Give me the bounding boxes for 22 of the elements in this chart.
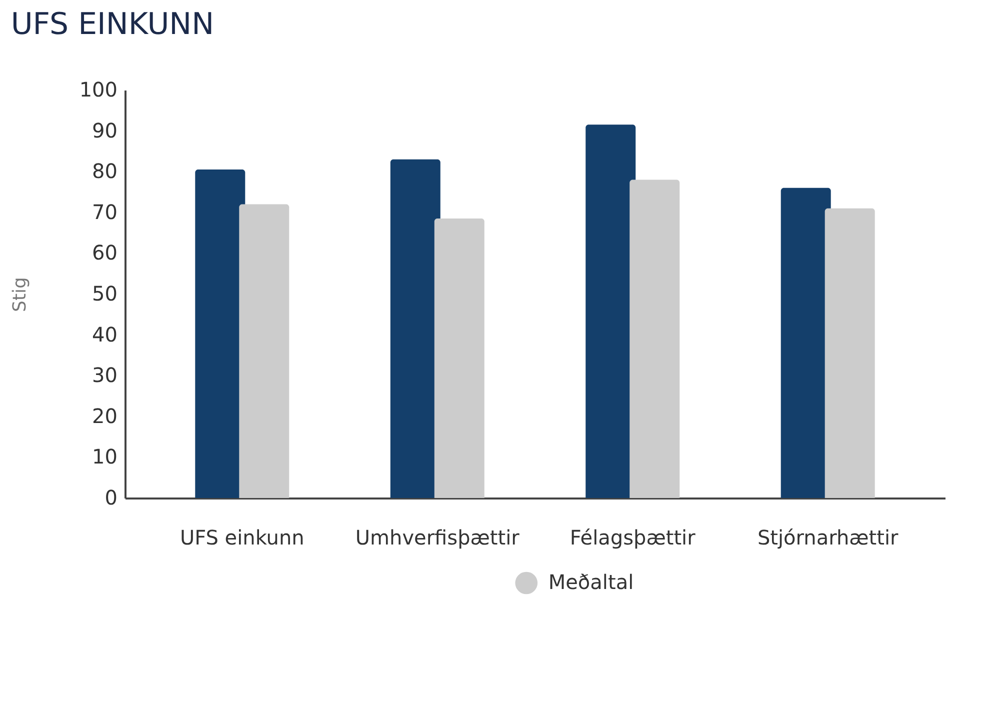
y-tick-label: 60: [92, 240, 118, 265]
y-tick-label: 10: [92, 444, 118, 469]
y-tick-label: 0: [104, 486, 118, 510]
bar: [239, 204, 290, 498]
y-tick-label: 40: [92, 322, 118, 346]
bar: [824, 208, 875, 498]
y-tick-label: 30: [92, 363, 118, 388]
x-tick-label: Félagsþættir: [570, 526, 696, 550]
x-tick-label: Umhverfisþættir: [355, 526, 520, 550]
y-tick-label: 50: [92, 282, 118, 306]
x-tick-label: UFS einkunn: [180, 526, 304, 550]
bar: [630, 180, 680, 498]
y-tick-label: 70: [92, 200, 118, 224]
y-tick-label: 100: [79, 78, 118, 102]
chart-title: UFS EINKUNN: [10, 7, 214, 42]
bar: [434, 218, 484, 498]
x-tick-label: Stjórnarhættir: [757, 526, 900, 550]
legend-label: Meðaltal: [548, 570, 634, 594]
y-tick-label: 80: [92, 159, 118, 184]
y-tick-label: 90: [92, 118, 118, 142]
y-tick-label: 20: [92, 404, 118, 428]
y-axis-title: Stig: [9, 277, 30, 312]
